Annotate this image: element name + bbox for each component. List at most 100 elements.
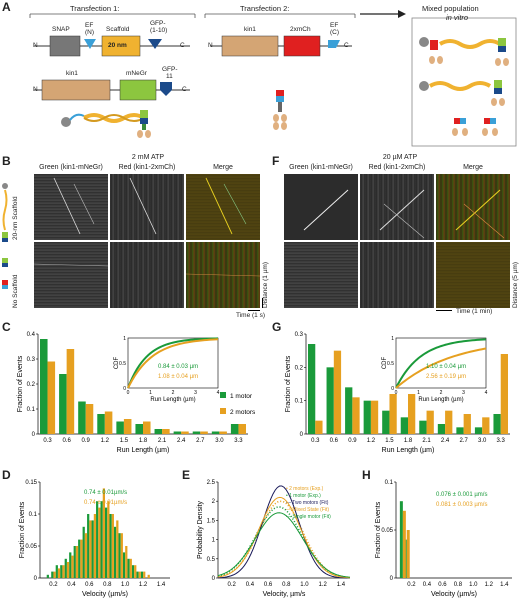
chart-d-ylabel: Fraction of Events — [19, 501, 26, 558]
chart-g-bar — [419, 420, 427, 434]
chart-d-bar — [53, 571, 56, 578]
chart-d-xlabel: Velocity (µm/s) — [82, 591, 128, 598]
chart-d-bar — [120, 533, 123, 578]
kin1-label-1: kin1 — [66, 70, 78, 77]
gfp11-label: GFP- — [162, 66, 178, 73]
panel-f-merge-header: Merge — [463, 164, 483, 171]
scaffold-20nm-label: 20-nm Scaffold — [12, 196, 19, 240]
chart-e-xtick-label: 1.2 — [319, 582, 328, 588]
chart-c-xtick-label: 1.5 — [120, 438, 129, 444]
chart-g-ytick-label: 0.1 — [295, 399, 304, 405]
kymo-f-tracks — [303, 189, 505, 239]
chart-d-bar — [125, 546, 128, 578]
chart-e-xtick-label: 0.8 — [282, 582, 291, 588]
ef-c-label: EF — [330, 22, 339, 29]
chart-g-bar — [474, 427, 483, 434]
chart-c-bar — [181, 431, 189, 434]
chart-d-bar — [89, 520, 92, 578]
chart-g-inset-ytick: 0.5 — [387, 361, 394, 367]
panel-b-time-scalebar — [248, 310, 260, 311]
chart-c-xlabel: Run Length (µm) — [117, 447, 170, 454]
chart-g-bar — [333, 350, 342, 434]
chart-c-bar — [162, 429, 170, 434]
kymo-f-merge-top — [436, 174, 510, 240]
chart-e-curve — [217, 485, 351, 579]
chart-h-ytick-label: 0.05 — [381, 528, 393, 534]
panel-b-red-header: Red (kin1-2xmCh) — [118, 164, 176, 171]
chart-e-xtick-label: 0.4 — [246, 582, 255, 588]
chart-h-xtick-label: 1.2 — [485, 582, 494, 588]
chart-d-ytick-label: 0.05 — [25, 544, 37, 550]
chart-h-xtick-label: 0.4 — [423, 582, 432, 588]
chart-c-bar — [230, 424, 239, 434]
c-terminus-1: C — [180, 42, 185, 49]
snap-label: SNAP — [52, 26, 70, 33]
chart-g-inset-xtick: 2 — [440, 390, 443, 396]
ef-c-sub-label: (C) — [330, 29, 340, 36]
chart-d-bar — [87, 514, 90, 578]
chart-h-xtick-label: 0.6 — [438, 582, 447, 588]
chart-d-bar — [91, 520, 94, 578]
panel-label-h: H — [362, 468, 371, 482]
chart-g-bar — [345, 387, 353, 434]
chart-d-bar — [102, 488, 105, 578]
chart-e-curve — [217, 506, 351, 579]
chart-g-xtick-label: 1.5 — [385, 438, 394, 444]
chart-d-bar — [113, 526, 117, 578]
transfection-2-label: Transfection 2: — [240, 4, 290, 13]
chart-g-inset-xtick: 4 — [485, 390, 488, 396]
n-terminus-2: N — [33, 86, 38, 93]
kymo-b-green-noscaffold — [34, 242, 108, 308]
chart-g-inset-xtick: 0 — [395, 390, 398, 396]
chart-d-bar — [116, 520, 119, 578]
chart-g-xtick-label: 3.0 — [478, 438, 487, 444]
chart-e-ytick-label: 1 — [212, 538, 216, 544]
chart-c-bar — [238, 424, 246, 434]
chart-d-bar — [118, 533, 121, 578]
chart-d-ytick-label: 0 — [34, 576, 38, 582]
chart-c-inset-ytick: 0 — [123, 386, 126, 392]
chart-c: 0 0.1 0.2 0.3 0.4 Fraction of Events Run Lengt… — [17, 332, 256, 454]
no-scaffold-label: No Scaffold — [12, 274, 19, 308]
chart-d-bar — [82, 526, 85, 578]
chart-d-bar — [55, 565, 58, 578]
chart-d-xtick-label: 0.6 — [85, 582, 94, 588]
chart-g-ytick-label: 0.2 — [295, 365, 304, 371]
chart-c-bar — [123, 419, 132, 434]
chart-c-bar — [192, 431, 201, 434]
kymo-f-merge-bottom — [436, 242, 510, 308]
chart-e-legend-label: — Two motors (Fit) — [286, 500, 329, 506]
gfp110-sub-label: (1-10) — [150, 27, 168, 34]
chart-g-inset-xtick: 3 — [462, 390, 465, 396]
kymo-b-red-scaffold — [110, 174, 184, 240]
chart-d-ytick-label: 0.15 — [25, 480, 37, 486]
chart-h-bar — [406, 530, 410, 578]
chart-c-cdf-2motors — [127, 338, 219, 389]
chart-c-legend-label: 2 motors — [230, 409, 256, 416]
chart-h-xlabel: Velocity (µm/s) — [431, 591, 477, 598]
chart-g-bar — [352, 397, 360, 434]
kymo-f-red-top — [360, 174, 434, 240]
chart-c-inset-xlabel: Run Length (µm) — [150, 397, 195, 403]
chart-d-bar — [51, 571, 54, 578]
panel-f-title: 20 µM ATP — [382, 154, 418, 161]
chart-d-xtick-label: 1.2 — [139, 582, 148, 588]
chart-c-bar — [154, 429, 163, 434]
chart-d-bar — [93, 514, 97, 578]
panel-f-time-scalebar — [436, 310, 452, 311]
panel-b-title: 2 mM ATP — [131, 154, 165, 161]
chart-g-bar — [382, 410, 390, 434]
kymo-b-tracks — [34, 177, 260, 277]
chart-g-inset-g-stat: 1.10 ± 0.04 µm — [426, 364, 466, 370]
panel-f-time-label: Time (1 min) — [456, 308, 493, 315]
chart-g-xtick-label: 1.8 — [404, 438, 413, 444]
chart-g-bar — [445, 410, 453, 434]
chart-c-ytick-label: 0.3 — [27, 357, 36, 363]
chart-d-o-stat: 0.74 ± 0.01µm/s — [84, 500, 127, 506]
chart-c-bar — [211, 431, 220, 434]
chart-d-bar — [140, 571, 144, 578]
chart-c-ytick-label: 0.4 — [27, 332, 36, 338]
chart-c-inset-ytick: 0.5 — [119, 361, 126, 367]
chart-c-ytick-label: 0 — [32, 432, 36, 438]
chart-h-xtick-label: 1.0 — [469, 582, 478, 588]
